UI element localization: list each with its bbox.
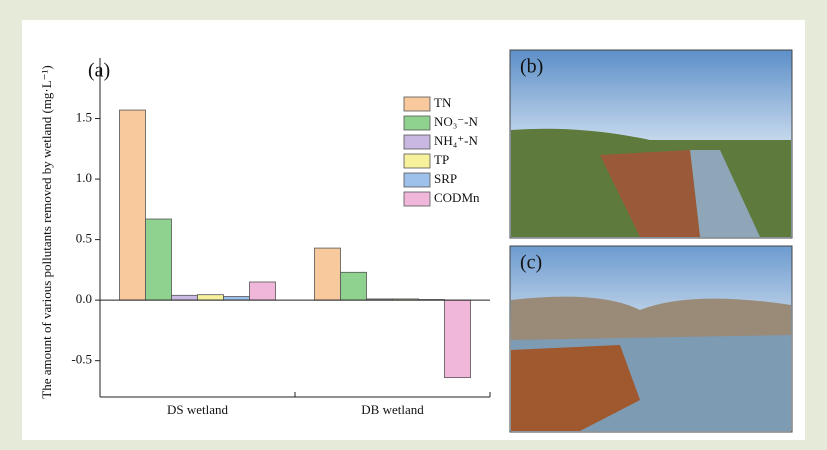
page: (b) (c) (a) The amount of various pollut… xyxy=(0,0,827,450)
bar xyxy=(198,295,224,300)
legend-label: NO₃⁻-N xyxy=(434,114,478,129)
x-tick-label: DS wetland xyxy=(167,402,229,417)
legend-swatch xyxy=(404,97,430,111)
legend-label: NH₄⁺-N xyxy=(434,133,478,148)
y-tick-label: 1.5 xyxy=(76,110,92,125)
figure: (b) (c) (a) The amount of various pollut… xyxy=(0,0,827,450)
bar xyxy=(445,300,471,377)
y-tick-label: 0.5 xyxy=(76,231,92,246)
bar xyxy=(250,282,276,300)
x-tick-label: DB wetland xyxy=(361,402,424,417)
legend-swatch xyxy=(404,135,430,149)
photo-c: (c) xyxy=(510,246,792,432)
legend-swatch xyxy=(404,192,430,206)
y-tick-label: -0.5 xyxy=(71,352,92,367)
legend-label: TN xyxy=(434,95,452,110)
legend-swatch xyxy=(404,173,430,187)
legend-swatch xyxy=(404,154,430,168)
legend-label: CODMn xyxy=(434,190,480,205)
bar xyxy=(172,295,198,300)
bar xyxy=(146,219,172,300)
legend-label: SRP xyxy=(434,171,457,186)
bar xyxy=(120,110,146,300)
y-tick-label: 0.0 xyxy=(76,291,92,306)
legend-label: TP xyxy=(434,152,449,167)
legend-swatch xyxy=(404,116,430,130)
photo-b: (b) xyxy=(510,50,792,238)
photo-label: (b) xyxy=(520,56,543,78)
panel-label: (a) xyxy=(88,60,110,82)
y-axis-label: The amount of various pollutants removed… xyxy=(39,65,54,399)
bar xyxy=(224,297,250,301)
photo-label: (c) xyxy=(520,252,542,274)
bar xyxy=(315,248,341,300)
bar xyxy=(341,272,367,300)
y-tick-label: 1.0 xyxy=(76,170,92,185)
